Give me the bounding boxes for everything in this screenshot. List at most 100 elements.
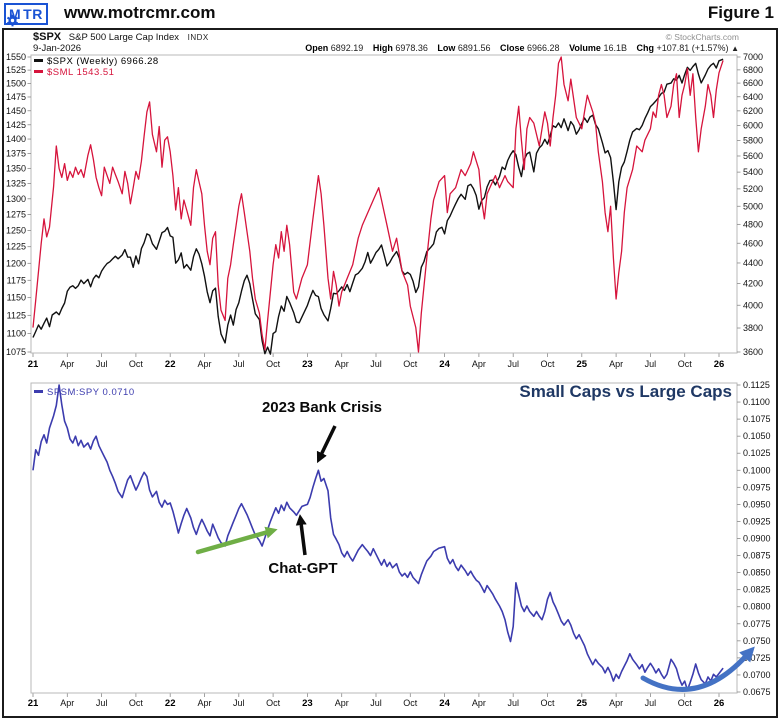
svg-text:Jul: Jul	[96, 698, 108, 708]
svg-text:Apr: Apr	[197, 359, 211, 369]
annotation-bank-crisis: 2023 Bank Crisis	[261, 399, 383, 416]
svg-text:Jul: Jul	[370, 359, 382, 369]
svg-text:Jul: Jul	[645, 359, 657, 369]
svg-text:7000: 7000	[743, 52, 763, 62]
chart-frame: 7000 6800 6600 6400 6200 6000 5800 5600 5400 5200…	[2, 28, 778, 718]
svg-text:Oct: Oct	[266, 698, 281, 708]
svg-text:3800: 3800	[743, 323, 763, 333]
svg-text:1250: 1250	[6, 225, 26, 235]
figure-label: Figure 1	[707, 3, 774, 22]
svg-text:1425: 1425	[6, 120, 26, 130]
svg-text:Oct: Oct	[540, 359, 555, 369]
svg-text:Oct: Oct	[678, 698, 693, 708]
svg-text:1325: 1325	[6, 178, 26, 188]
svg-text:5600: 5600	[743, 151, 763, 161]
top-right-axis: 7000 6800 6600 6400 6200 6000 5800 5600 5400 5200…	[737, 52, 763, 357]
quote-row: Open 6892.19 High 6978.36 Low 6891.56 Cl…	[305, 43, 739, 53]
svg-text:Oct: Oct	[129, 359, 144, 369]
svg-text:Apr: Apr	[335, 359, 349, 369]
svg-text:25: 25	[577, 698, 588, 709]
stockcharts-credit: © StockCharts.com	[665, 32, 739, 42]
svg-text:24: 24	[439, 359, 450, 370]
ratio-series-line	[32, 384, 724, 691]
svg-text:0.1100: 0.1100	[743, 397, 770, 407]
svg-text:24: 24	[439, 698, 450, 709]
ratio-legend-label: SPSM:SPY 0.0710	[47, 387, 135, 398]
bottom-chart-svg: 0.1125 0.1100 0.1075 0.1050 0.1025 0.1000 0.09…	[28, 380, 771, 709]
svg-text:1075: 1075	[6, 347, 26, 357]
svg-text:1525: 1525	[6, 65, 26, 75]
svg-text:1400: 1400	[6, 134, 26, 144]
bottom-right-axis: 0.1125 0.1100 0.1075 0.1050 0.1025 0.1000 0.09…	[737, 380, 771, 697]
high-value: 6978.36	[395, 43, 428, 53]
svg-text:0.0725: 0.0725	[743, 653, 771, 663]
svg-text:1375: 1375	[6, 149, 26, 159]
svg-text:21: 21	[28, 698, 39, 709]
svg-text:0.0750: 0.0750	[743, 636, 771, 646]
svg-text:6600: 6600	[743, 78, 763, 88]
svg-text:6200: 6200	[743, 106, 763, 116]
sml-series-line	[32, 56, 724, 353]
svg-text:Jul: Jul	[507, 698, 519, 708]
svg-text:1275: 1275	[6, 209, 26, 219]
bottom-legend: SPSM:SPY 0.0710	[34, 387, 135, 398]
svg-text:25: 25	[577, 359, 588, 370]
svg-text:1225: 1225	[6, 242, 26, 252]
chat-gpt-arrow	[295, 514, 307, 556]
svg-text:1125: 1125	[7, 310, 26, 320]
svg-text:1100: 1100	[7, 328, 26, 338]
svg-text:1350: 1350	[6, 163, 26, 173]
open-label: Open	[305, 43, 329, 53]
svg-text:0.0900: 0.0900	[743, 534, 771, 544]
chart-date: 9-Jan-2026	[33, 43, 82, 54]
svg-text:1450: 1450	[6, 106, 26, 116]
svg-text:1500: 1500	[6, 78, 26, 88]
svg-text:1150: 1150	[7, 293, 26, 303]
motr-logo: M TR	[4, 3, 48, 27]
exchange: INDX	[187, 33, 209, 42]
svg-text:Apr: Apr	[60, 698, 74, 708]
logo-letter-m: M	[9, 6, 22, 22]
svg-text:0.0950: 0.0950	[743, 499, 771, 509]
top-left-axis: 1550 1525 1500 1475 1450 1425 1400 1375 1350 1325…	[6, 52, 31, 357]
svg-text:Oct: Oct	[129, 698, 144, 708]
svg-text:1300: 1300	[6, 194, 26, 204]
sml-legend-dash-icon	[34, 70, 43, 73]
svg-text:4600: 4600	[743, 238, 763, 248]
svg-text:0.1125: 0.1125	[743, 380, 770, 390]
svg-text:Apr: Apr	[609, 698, 623, 708]
chg-value: +107.81 (+1.57%)	[656, 43, 729, 53]
top-plot-border	[30, 54, 738, 354]
legend-spx: $SPX (Weekly) 6966.28	[34, 56, 159, 67]
index-name: S&P 500 Large Cap Index	[68, 32, 179, 43]
svg-text:1175: 1175	[7, 275, 26, 285]
svg-text:1200: 1200	[6, 258, 26, 268]
svg-text:6800: 6800	[743, 65, 763, 75]
svg-text:1475: 1475	[6, 92, 26, 102]
top-chart-svg: 7000 6800 6600 6400 6200 6000 5800 5600 5400 5200…	[6, 52, 763, 370]
svg-text:0.0800: 0.0800	[743, 602, 771, 612]
top-legend: $SPX (Weekly) 6966.28 $SML 1543.51	[34, 56, 159, 78]
high-label: High	[372, 43, 393, 53]
svg-text:Apr: Apr	[335, 698, 349, 708]
legend-sml: $SML 1543.51	[34, 67, 159, 78]
svg-text:0.0675: 0.0675	[743, 687, 771, 697]
svg-text:0.0700: 0.0700	[743, 670, 771, 680]
close-value: 6966.28	[527, 43, 560, 53]
svg-text:0.1025: 0.1025	[743, 448, 771, 458]
svg-text:Apr: Apr	[472, 698, 486, 708]
logo-letters-tr: TR	[23, 6, 43, 22]
green-trend-arrow	[195, 526, 278, 555]
svg-text:23: 23	[302, 698, 313, 709]
annotation-chat-gpt: Chat-GPT	[268, 560, 338, 577]
svg-text:5200: 5200	[743, 184, 763, 194]
svg-text:Jul: Jul	[96, 359, 108, 369]
svg-text:0.0775: 0.0775	[743, 619, 771, 629]
open-value: 6892.19	[330, 43, 364, 53]
close-label: Close	[499, 43, 525, 53]
svg-text:Jul: Jul	[233, 359, 245, 369]
svg-text:Jul: Jul	[645, 698, 657, 708]
svg-text:0.0875: 0.0875	[743, 551, 771, 561]
svg-text:21: 21	[28, 359, 39, 370]
